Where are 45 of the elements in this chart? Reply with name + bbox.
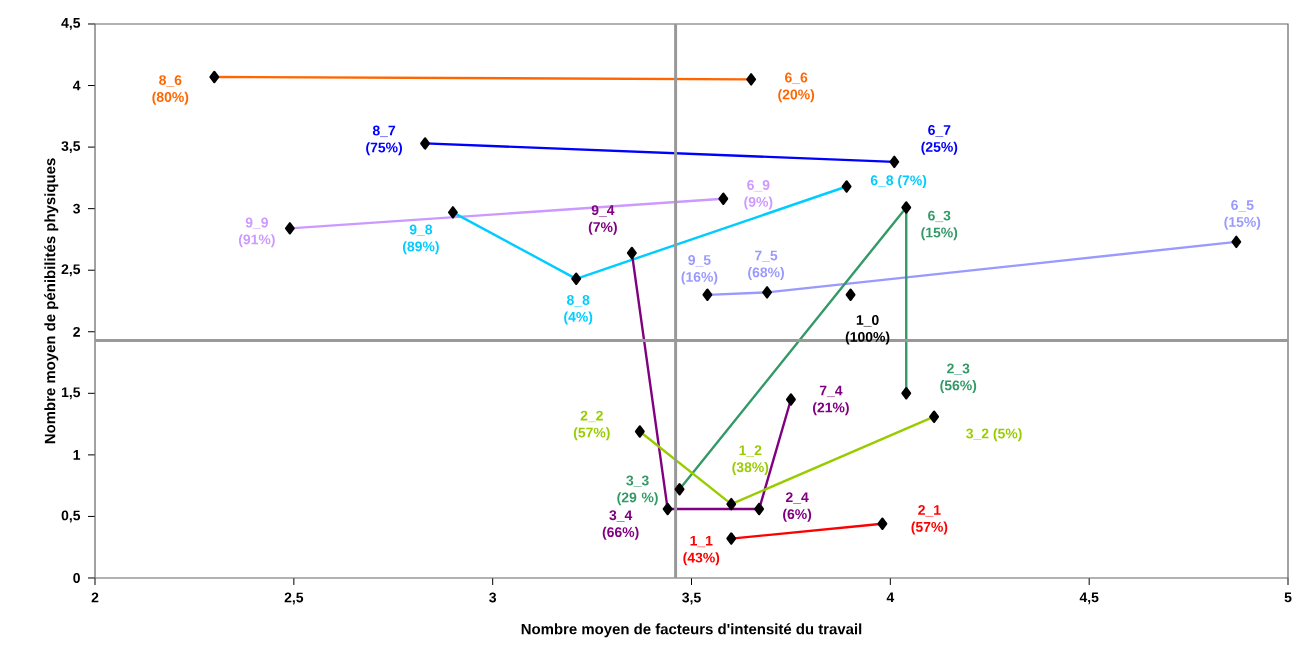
x-axis-title: Nombre moyen de facteurs d'intensité du travail: [521, 623, 862, 638]
annotation: 8_6 (80%): [152, 75, 189, 105]
annotation: 1_0 (100%): [845, 315, 890, 345]
x-tick-label: 3: [489, 592, 497, 603]
x-tick-label: 5: [1284, 592, 1292, 603]
annotation: 6_8 (7%): [870, 174, 927, 188]
annotation: 2_2 (57%): [573, 410, 610, 441]
x-tick-label: 2,5: [284, 592, 304, 605]
y-tick-label: 3,5: [61, 141, 81, 154]
y-tick-label: 1: [73, 450, 81, 460]
annotation: 9_8 (89%): [402, 224, 439, 255]
y-tick-label: 0: [73, 573, 80, 583]
annotation: 6_7 (25%): [921, 125, 958, 155]
x-tick-label: 2: [91, 592, 99, 603]
y-tick-label: 3: [73, 203, 80, 214]
annotation: 2_4 (6%): [783, 492, 812, 522]
annotation: 6_5 (15%): [1224, 200, 1261, 230]
point: [845, 288, 856, 302]
annotation: 7_4 (21%): [813, 385, 849, 416]
annotation: 8_7 (75%): [366, 125, 402, 156]
annotation: 3_4 (66%): [602, 510, 639, 540]
y-tick-label: 4,5: [61, 18, 81, 30]
y-tick-label: 2,5: [61, 264, 81, 277]
annotation: 2_1 (57%): [911, 505, 948, 535]
y-tick-label: 0,5: [61, 510, 81, 523]
annotation: 6_6 (20%): [778, 72, 815, 103]
annotation: 6_9 (9%): [744, 180, 773, 210]
annotation: 6_3 (15%): [921, 210, 958, 241]
annotation: 9_5 (16%): [681, 255, 718, 285]
annotation: 7_5 (68%): [748, 250, 784, 281]
annotation: 2_3 (56%): [940, 363, 977, 394]
y-axis-title: Nombre moyen de pénibilités physiques: [44, 158, 59, 444]
annotation: 3_3 (29 %): [617, 475, 658, 506]
annotation: 9_9 (91%): [238, 217, 275, 248]
y-tick-label: 2: [73, 326, 80, 337]
x-tick-label: 3,5: [682, 592, 701, 605]
y-tick-label: 4: [72, 80, 81, 91]
x-tick-label: 4,5: [1079, 592, 1099, 605]
annotation: 9_4 (7%): [588, 205, 617, 235]
y-tick-label: 1,5: [61, 387, 81, 400]
annotation: 8_8 (4%): [564, 295, 593, 325]
annotation: 1_1 (43%): [683, 535, 720, 566]
annotation: 1_2 (38%): [732, 445, 769, 475]
x-tick-label: 4: [886, 592, 895, 603]
annotation: 3_2 (5%): [966, 428, 1022, 442]
